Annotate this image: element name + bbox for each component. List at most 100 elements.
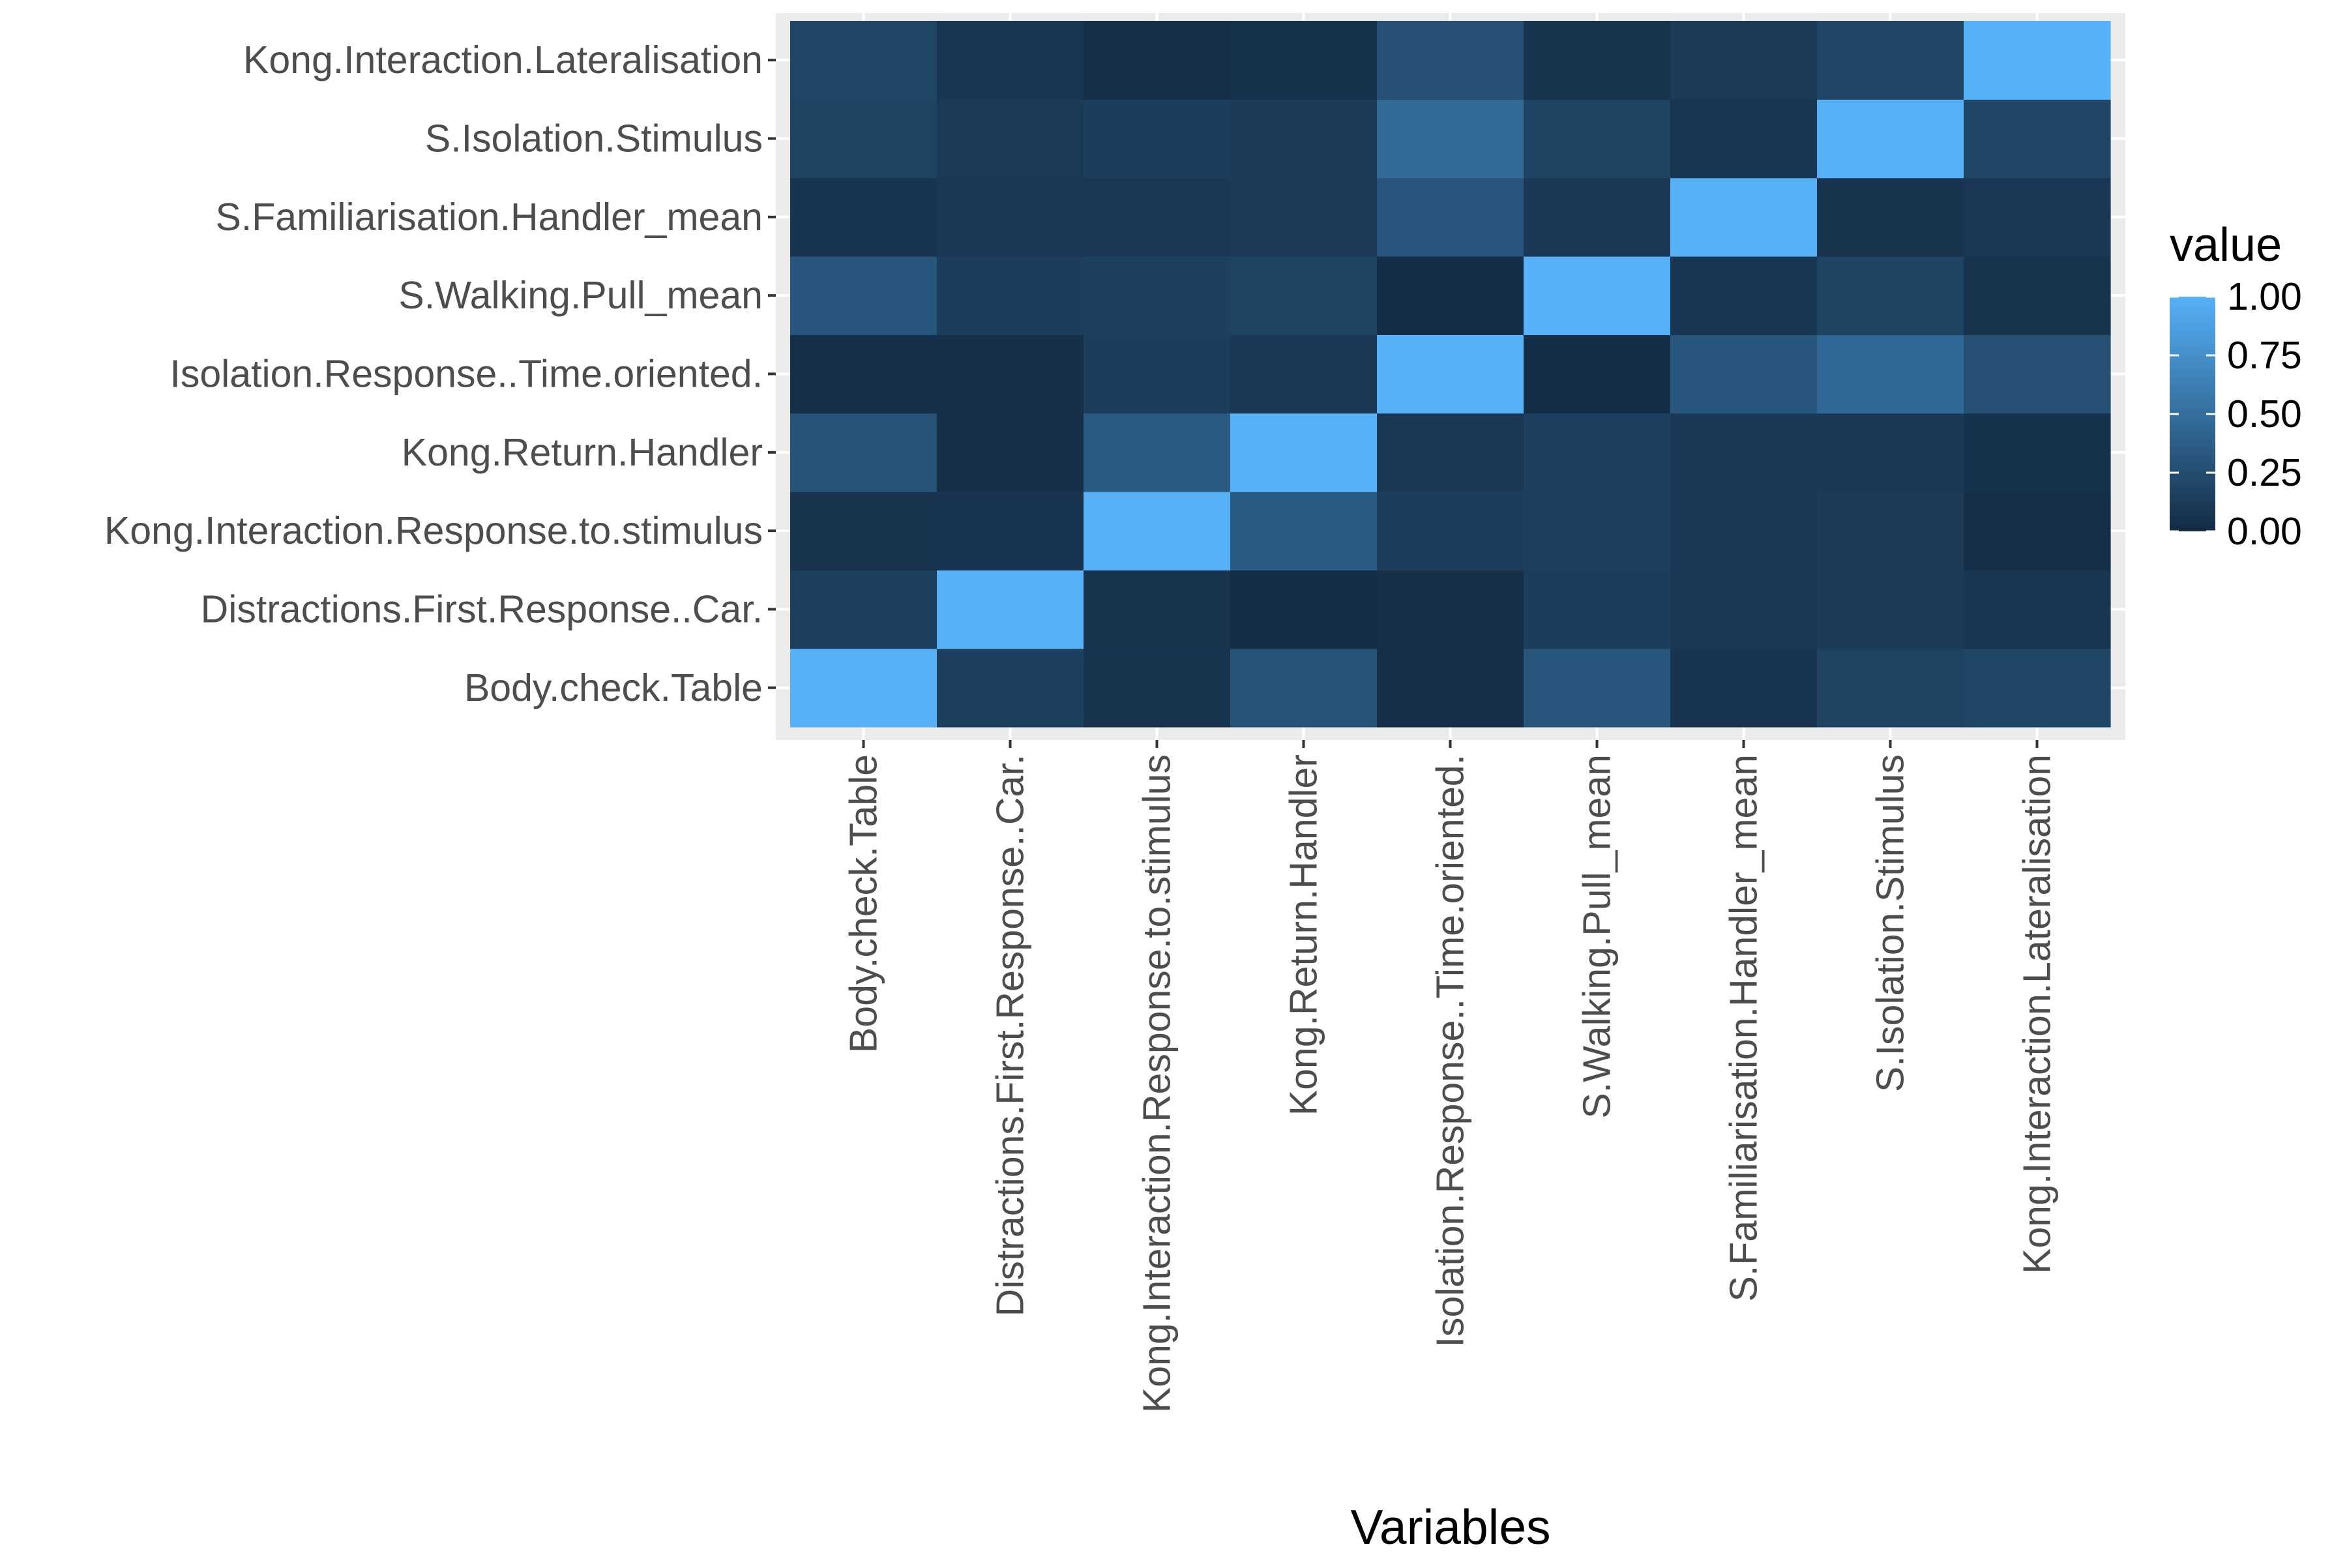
y-tick-label: Kong.Interaction.Response.to.stimulus: [104, 509, 763, 552]
heatmap-cell: [1817, 256, 1964, 335]
heatmap-cell: [1964, 177, 2111, 257]
heatmap-cell: [937, 177, 1084, 257]
heatmap-cell: [1230, 177, 1378, 257]
y-tick-label: Distractions.First.Response..Car.: [201, 588, 763, 631]
x-tick-label: Body.check.Table: [842, 754, 885, 1053]
x-tick-label: Distractions.First.Response..Car.: [989, 754, 1032, 1316]
heatmap-cell: [1377, 648, 1524, 728]
heatmap-cell: [790, 256, 937, 335]
heatmap-cell: [1230, 570, 1378, 649]
heatmap-cell: [1817, 492, 1964, 570]
heatmap-cell: [790, 492, 937, 570]
heatmap-cell: [1230, 648, 1378, 728]
heatmap-cell: [1084, 256, 1231, 335]
heatmap-cell: [790, 413, 937, 492]
heatmap-cell: [1524, 334, 1671, 414]
heatmap-cell: [1964, 256, 2111, 335]
y-tick-label: S.Isolation.Stimulus: [425, 117, 763, 160]
heatmap-cell: [790, 177, 937, 257]
heatmap-cell: [937, 334, 1084, 414]
legend-tick-label: 1.00: [2227, 275, 2302, 318]
heatmap-cell: [1670, 177, 1818, 257]
x-axis-title: Variables: [1350, 1500, 1550, 1554]
heatmap-cell: [1964, 21, 2111, 100]
heatmap-cell: [1964, 334, 2111, 414]
heatmap-cell: [790, 334, 937, 414]
y-tick-label: Body.check.Table: [464, 666, 763, 709]
x-tick-label: S.Walking.Pull_mean: [1576, 754, 1619, 1119]
heatmap-cell: [1084, 570, 1231, 649]
heatmap-cell: [1817, 570, 1964, 649]
heatmap-cell: [790, 570, 937, 649]
heatmap-cell: [1230, 21, 1378, 100]
heatmap-cell: [937, 648, 1084, 728]
x-tick-label: Kong.Interaction.Response.to.stimulus: [1136, 754, 1179, 1413]
heatmap-cell: [1817, 413, 1964, 492]
heatmap-cell: [790, 99, 937, 179]
heatmap-cell: [790, 21, 937, 100]
heatmap-cell: [1670, 413, 1818, 492]
heatmap-cell: [1964, 648, 2111, 728]
heatmap-cell: [1817, 648, 1964, 728]
x-tick-label: S.Familiarisation.Handler_mean: [1722, 754, 1765, 1301]
heatmap-cell: [1524, 570, 1671, 649]
legend-tick-label: 0.75: [2227, 334, 2302, 377]
heatmap-cell: [1964, 570, 2111, 649]
heatmap-cell: [1377, 256, 1524, 335]
heatmap-cell: [1964, 492, 2111, 570]
heatmap-cell: [1524, 648, 1671, 728]
heatmap-cell: [1084, 492, 1231, 570]
heatmap-cell: [1230, 413, 1378, 492]
heatmap-cell: [1084, 21, 1231, 100]
heatmap-cell: [1524, 177, 1671, 257]
heatmap-cell: [1670, 334, 1818, 414]
heatmap-cell: [1524, 413, 1671, 492]
heatmap-cell: [1964, 99, 2111, 179]
heatmap-cell: [1084, 648, 1231, 728]
heatmap-cell: [1670, 256, 1818, 335]
heatmap-cell: [1524, 21, 1671, 100]
heatmap-cell: [1377, 492, 1524, 570]
heatmap-cell: [1084, 177, 1231, 257]
heatmap-cell: [1377, 177, 1524, 257]
heatmap-cell: [1084, 99, 1231, 179]
heatmap-cell: [1817, 334, 1964, 414]
x-tick-label: Isolation.Response..Time.oriented.: [1429, 754, 1472, 1348]
heatmap-cell: [1377, 570, 1524, 649]
heatmap-cell: [1524, 492, 1671, 570]
y-tick-label: Kong.Interaction.Lateralisation: [243, 38, 763, 81]
heatmap-cell: [1230, 492, 1378, 570]
heatmap-cell: [937, 21, 1084, 100]
heatmap-cell: [1817, 99, 1964, 179]
heatmap-cell: [790, 648, 937, 728]
heatmap-cell: [1377, 334, 1524, 414]
legend-tick-label: 0.00: [2227, 510, 2302, 553]
legend: value 1.00 0.75 0.50 0.25 0.00: [2170, 219, 2302, 553]
heatmap-cell: [1084, 334, 1231, 414]
x-tick-label: Kong.Interaction.Lateralisation: [2016, 754, 2059, 1274]
y-tick-label: Kong.Return.Handler: [402, 431, 763, 474]
y-tick-label: S.Walking.Pull_mean: [398, 274, 763, 317]
heatmap-cell: [1084, 413, 1231, 492]
legend-tick-label: 0.50: [2227, 392, 2302, 436]
heatmap-cell: [1377, 21, 1524, 100]
heatmap-cell: [937, 99, 1084, 179]
heatmap-cell: [1524, 99, 1671, 179]
legend-tick-label: 0.25: [2227, 451, 2302, 494]
heatmap-cell: [1670, 648, 1818, 728]
heatmap-cell: [1230, 334, 1378, 414]
heatmap-cell: [1230, 256, 1378, 335]
legend-title: value: [2170, 219, 2282, 271]
x-tick-label: Kong.Return.Handler: [1282, 754, 1325, 1116]
heatmap-cell: [1670, 570, 1818, 649]
heatmap-cell: [1817, 177, 1964, 257]
heatmap-cell: [1670, 21, 1818, 100]
y-tick-label: Isolation.Response..Time.oriented.: [170, 353, 763, 396]
heatmap-cell: [1377, 413, 1524, 492]
heatmap-cell: [1964, 413, 2111, 492]
heatmap-cell: [1670, 492, 1818, 570]
x-tick-label: S.Isolation.Stimulus: [1869, 754, 1912, 1092]
heatmap-cell: [937, 570, 1084, 649]
